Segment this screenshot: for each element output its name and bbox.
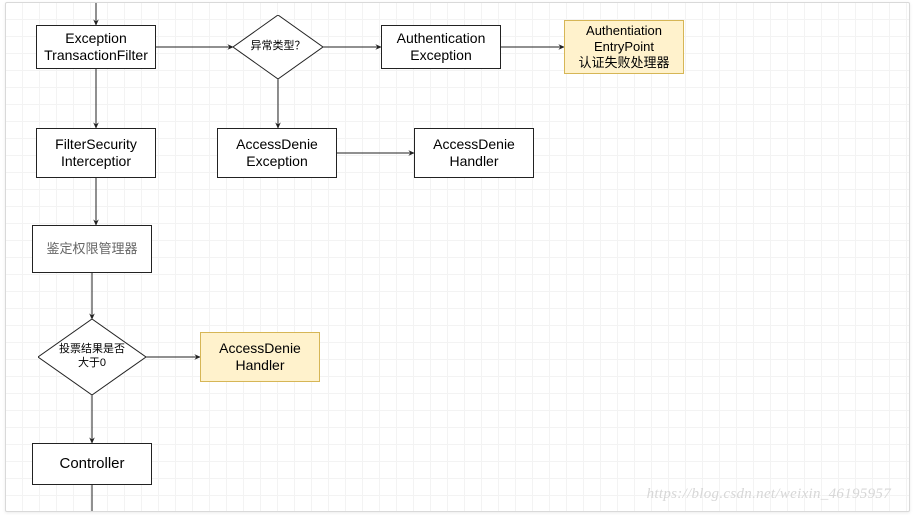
node-adh2: AccessDenieHandler: [200, 332, 320, 382]
node-adexc: AccessDenieException: [217, 128, 337, 178]
node-fsi: FilterSecurityInterceptior: [36, 128, 156, 178]
node-ctrl: Controller: [32, 443, 152, 485]
node-adh1: AccessDenieHandler: [414, 128, 534, 178]
node-etf: ExceptionTransactionFilter: [36, 25, 156, 69]
watermark: https://blog.csdn.net/weixin_46195957: [647, 486, 891, 503]
node-authmgr: 鉴定权限管理器: [32, 225, 152, 273]
node-q_type: 异常类型？: [233, 15, 323, 79]
node-authexc: AuthenticationException: [381, 25, 501, 69]
node-entrypoint: AuthentiationEntryPoint认证失败处理器: [564, 20, 684, 74]
node-q_vote: 投票结果是否大于0: [38, 319, 146, 395]
flowchart-canvas: ExceptionTransactionFilter 异常类型？ Authentic…: [5, 2, 910, 512]
